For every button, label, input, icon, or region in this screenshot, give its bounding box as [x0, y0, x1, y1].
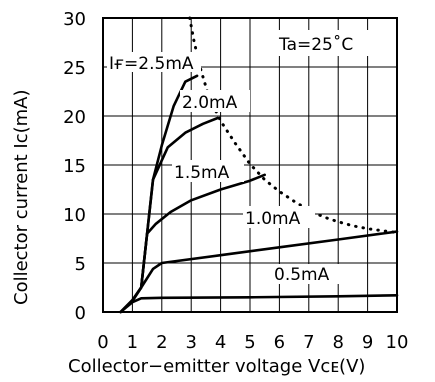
y-tick-label: 30: [63, 9, 86, 30]
curve-1-5ma: [119, 173, 267, 314]
y-tick-label: 10: [63, 205, 86, 226]
if25-label-bg: [107, 52, 201, 72]
x-tick-label: 2: [156, 332, 167, 353]
x-tick-label: 8: [332, 332, 343, 353]
x-tick-label: 0: [97, 332, 108, 353]
x-tick-label: 3: [185, 332, 196, 353]
x-tick-label: 4: [215, 332, 226, 353]
x-tick-label: 5: [244, 332, 255, 353]
if20-label-bg: [180, 90, 250, 112]
y-tick-label: 25: [63, 58, 86, 79]
curve-label-1-0ma: 1.0mA: [245, 209, 301, 229]
curve-label-1-5ma: 1.5mA: [174, 163, 230, 183]
ta-label-bg: [270, 30, 388, 56]
y-tick-label: 5: [75, 254, 86, 275]
y-tick-labels: 0 5 10 15 20 25 30: [63, 9, 86, 324]
x-tick-label: 6: [274, 332, 285, 353]
if05-label-bg: [272, 264, 344, 284]
curve-label-0-5ma: 0.5mA: [274, 265, 330, 285]
curve-2-0ma: [119, 116, 219, 314]
x-tick-labels: 0 1 2 3 4 5 6 7 8 9 10: [97, 332, 408, 353]
y-tick-label: 15: [63, 156, 86, 177]
x-tick-label: 10: [386, 332, 409, 353]
curve-if-2-5ma: [119, 74, 199, 314]
curves: [119, 16, 399, 314]
curve-label-if-2-5ma: Iғ=2.5mA: [109, 54, 194, 74]
x-tick-label: 1: [127, 332, 138, 353]
y-tick-label: 0: [75, 303, 86, 324]
x-tick-label: 9: [362, 332, 373, 353]
x-axis-title: Collector−emitter voltage Vᴄᴇ(V): [68, 356, 365, 377]
if10-label-bg: [243, 206, 315, 228]
temperature-annotation: Ta=25˚C: [278, 34, 353, 55]
y-tick-label: 20: [63, 107, 86, 128]
grid: [103, 18, 397, 312]
if15-label-bg: [172, 160, 244, 182]
plot-frame: [102, 17, 398, 313]
y-axis-title: Collector current Ic(mA): [11, 90, 32, 306]
x-tick-label: 7: [303, 332, 314, 353]
curve-label-2-0ma: 2.0mA: [182, 93, 238, 113]
